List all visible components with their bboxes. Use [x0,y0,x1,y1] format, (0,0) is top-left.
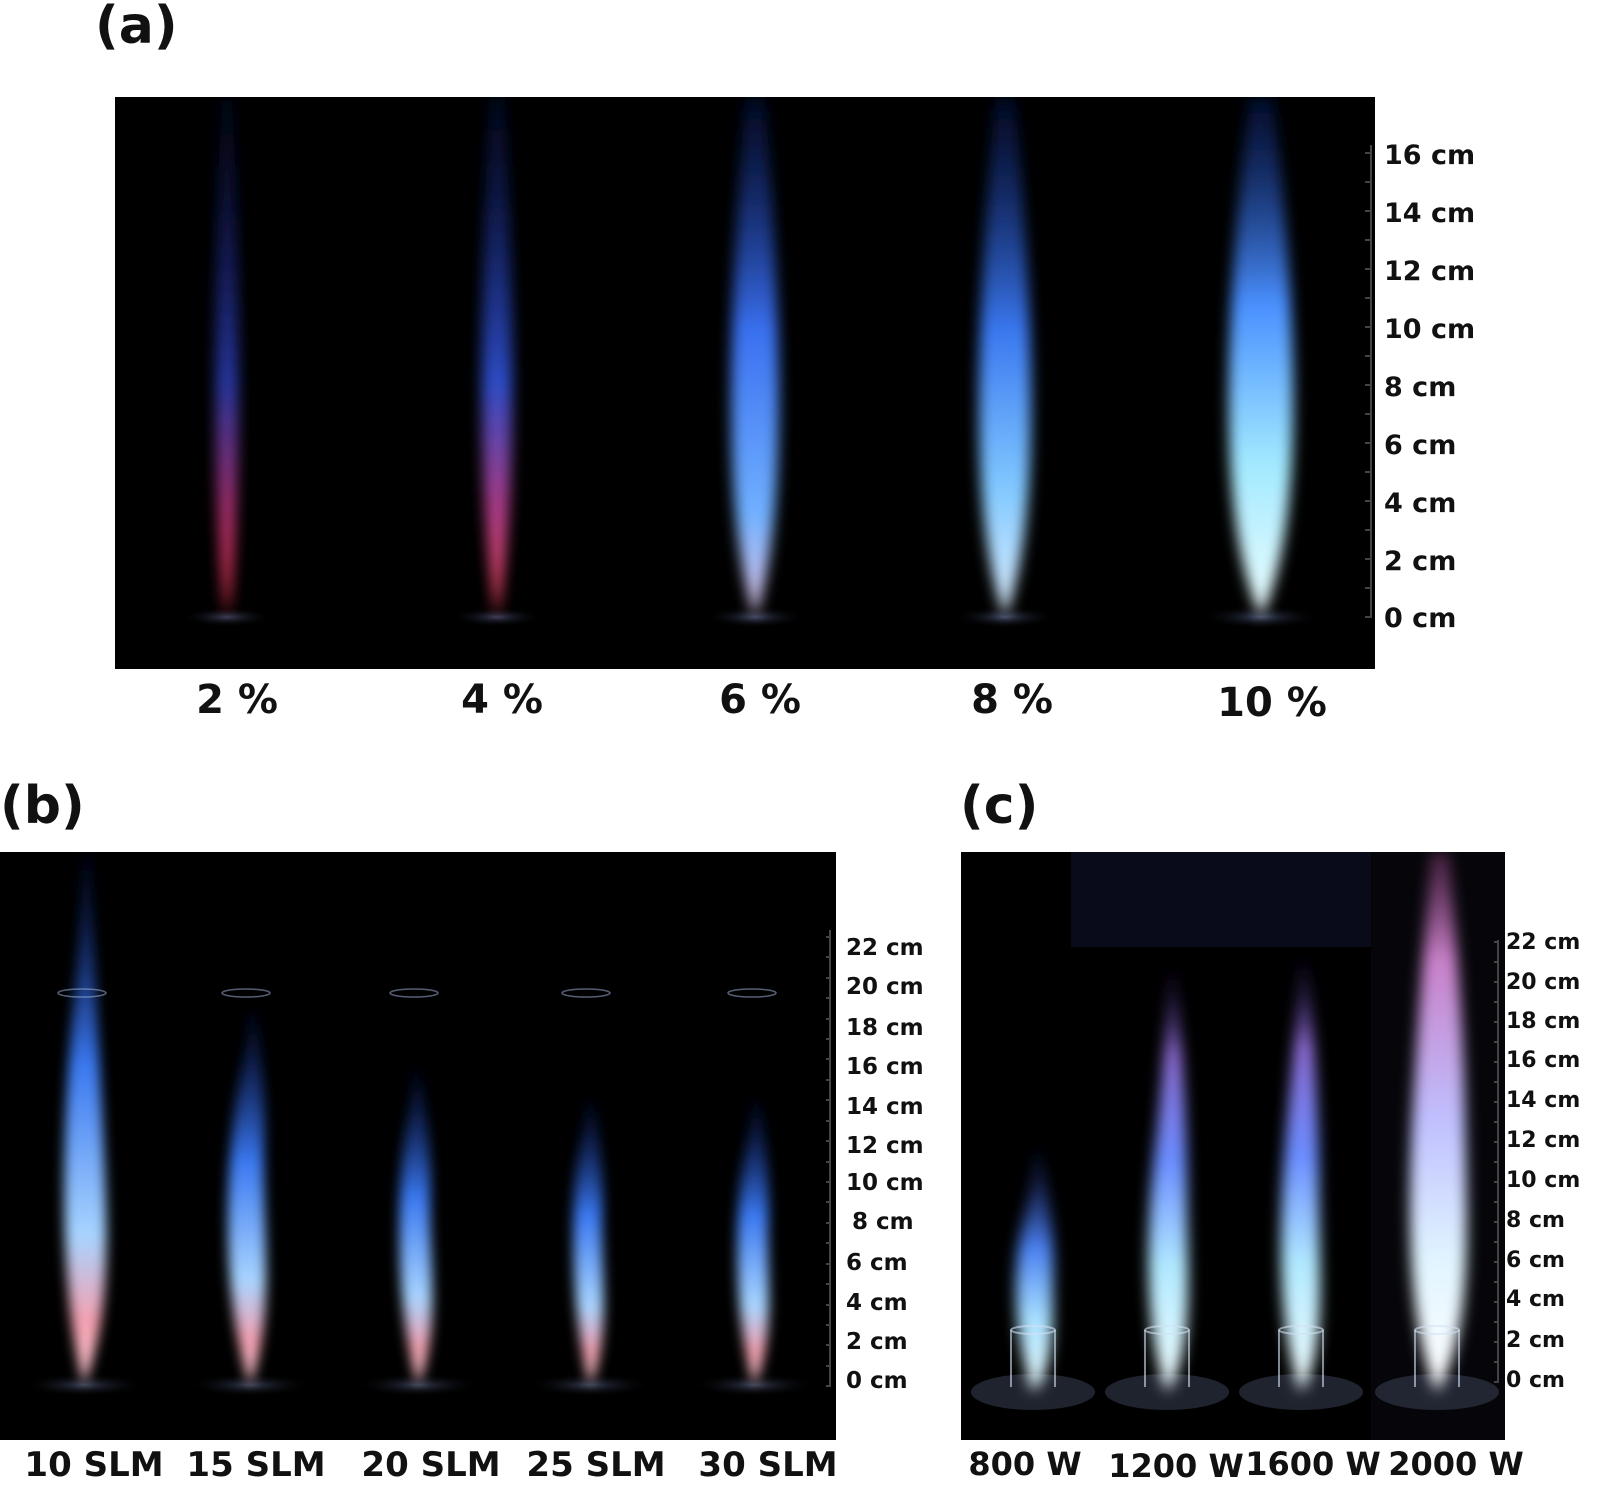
panel-a-tick: 4 cm [1384,488,1457,519]
panel-c-condition-label: 1600 W [1245,1445,1381,1483]
panel-a-tick: 14 cm [1384,198,1476,229]
panel-c-tick: 0 cm [1506,1368,1565,1393]
panel-b-condition-label: 10 SLM [24,1445,164,1485]
panel-a-tick: 6 cm [1384,430,1457,461]
panel-c-tick: 22 cm [1506,930,1581,955]
panel-b-tick: 10 cm [846,1170,924,1196]
panel-b-tick: 8 cm [852,1209,914,1235]
panel-c-tick: 10 cm [1506,1168,1581,1193]
panel-b-label: (b) [0,776,85,836]
panel-c-flames [971,852,1505,1440]
panel-c-condition-label: 800 W [968,1445,1082,1483]
panel-c-tick: 20 cm [1506,970,1581,995]
panel-b-condition-label: 20 SLM [361,1445,501,1485]
panel-c-label: (c) [960,776,1039,836]
panel-c-condition-label: 2000 W [1388,1445,1524,1483]
panel-b-condition-label: 15 SLM [186,1445,326,1485]
panel-c-tick: 16 cm [1506,1048,1581,1073]
panel-b-condition-label: 30 SLM [698,1445,838,1485]
panel-b-tick: 14 cm [846,1094,924,1120]
panel-a-tick: 10 cm [1384,314,1476,345]
panel-a-tick: 8 cm [1384,372,1457,403]
panel-c-tick: 18 cm [1506,1009,1581,1034]
panel-b-condition-label: 25 SLM [526,1445,666,1485]
panel-a-label: (a) [95,0,178,56]
panel-b-tick: 2 cm [846,1329,908,1355]
panel-a-condition-label: 10 % [1217,680,1327,726]
panel-c-tick: 14 cm [1506,1088,1581,1113]
panel-a-tick: 12 cm [1384,256,1476,287]
panel-b-tick: 12 cm [846,1133,924,1159]
panel-c-photo [961,852,1505,1440]
panel-a-condition-label: 2 % [196,677,278,723]
panel-c-tick: 6 cm [1506,1248,1565,1273]
panel-c-tick: 4 cm [1506,1287,1565,1312]
panel-b-tick: 4 cm [846,1290,908,1316]
panel-a-condition-label: 4 % [461,677,543,723]
panel-c-tick: 8 cm [1506,1208,1565,1233]
panel-b-tick: 6 cm [846,1250,908,1276]
panel-a-tick: 2 cm [1384,546,1457,577]
panel-b-photo [0,852,836,1440]
panel-c-condition-label: 1200 W [1108,1447,1244,1485]
panel-b-flames [22,852,816,1397]
panel-c-tick: 12 cm [1506,1128,1581,1153]
panel-c-tick: 2 cm [1506,1328,1565,1353]
panel-b-tick: 0 cm [846,1368,908,1394]
panel-a-condition-label: 6 % [719,677,801,723]
panel-a-tick: 16 cm [1384,140,1476,171]
panel-b-tick: 22 cm [846,935,924,961]
panel-b-tick: 16 cm [846,1054,924,1080]
panel-a-tick: 0 cm [1384,603,1457,634]
panel-b-tick: 18 cm [846,1015,924,1041]
panel-a-flames [182,97,1321,629]
panel-a-condition-label: 8 % [971,677,1053,723]
panel-a-photo [115,97,1375,669]
panel-b-tick: 20 cm [846,974,924,1000]
